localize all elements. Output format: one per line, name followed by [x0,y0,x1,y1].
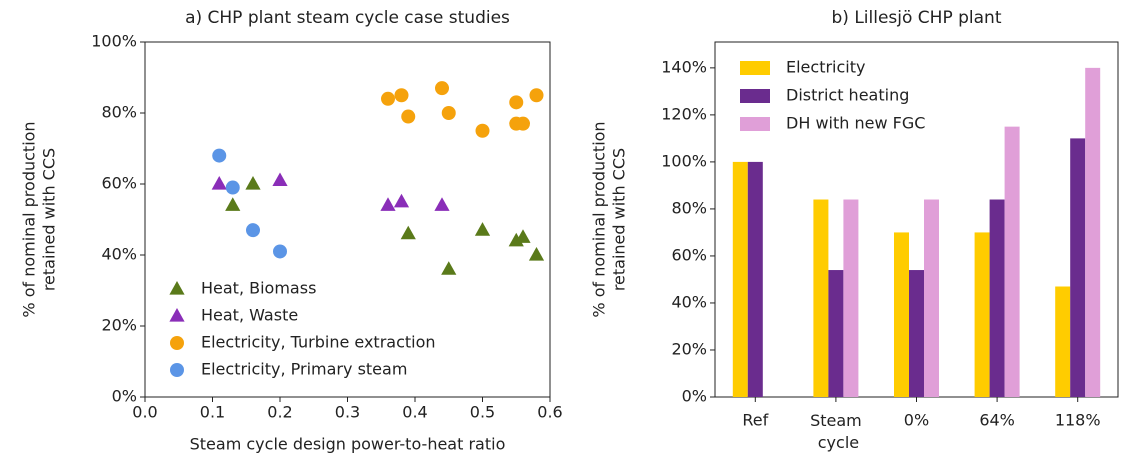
y-axis-label: retained with CCS [610,148,629,291]
x-tick-label: Ref [742,411,768,430]
x-tick-label: Steam cycle [810,411,862,452]
legend-marker [169,281,185,295]
point [394,88,409,103]
point [509,95,524,110]
legend-swatch [740,117,770,131]
point [245,176,261,190]
x-tick-label: 0.4 [402,403,427,422]
y-tick-label: 40% [671,292,707,311]
y-axis-label: retained with CCS [40,148,59,291]
bar [894,232,909,397]
x-tick-label: 0.6 [537,403,562,422]
y-tick-label: 20% [101,316,137,335]
point [393,193,410,208]
point [529,88,544,103]
chart-title: b) Lillesjö CHP plant [832,8,1002,28]
x-tick-label: 0.3 [335,403,360,422]
y-tick-label: 140% [661,57,707,76]
point [515,229,531,243]
x-tick-label: 64% [979,411,1015,430]
bar [974,232,990,397]
y-tick-label: 20% [671,339,707,358]
bar [1085,67,1101,397]
x-axis-label: Steam cycle design power-to-heat ratio [190,435,506,454]
y-axis-label: % of nominal production [20,121,39,317]
point [516,116,530,131]
y-tick-label: 40% [101,245,137,264]
y-tick-label: 120% [661,104,707,123]
bar [828,270,844,397]
point [441,261,457,275]
point [225,197,241,211]
y-tick-label: 0% [112,387,137,406]
point [400,225,416,240]
y-tick-label: 60% [671,245,707,264]
bar [747,161,763,397]
y-tick-label: 80% [671,198,707,217]
point [273,244,287,259]
point [435,81,449,96]
point [381,91,395,106]
bar [989,199,1005,397]
point [225,180,240,195]
bar [924,199,939,397]
point [246,223,260,238]
x-tick-label: 0% [904,411,929,430]
y-axis-label: % of nominal production [590,121,609,317]
legend-label: DH with new FGC [786,114,925,133]
point [380,197,396,211]
point [475,123,490,138]
bar [1004,126,1020,397]
x-tick-label: 0.2 [267,403,292,422]
legend-marker [170,363,184,377]
y-tick-label: 0% [682,387,707,406]
legend-label: Heat, Waste [201,306,298,325]
legend-label: Electricity, Primary steam [201,360,407,379]
y-tick-label: 100% [661,151,707,170]
legend-swatch [740,89,770,103]
y-tick-label: 80% [101,103,137,122]
legend-marker [170,336,184,350]
y-tick-label: 60% [101,174,137,193]
legend-marker [169,308,185,322]
point [401,109,416,124]
point [212,148,227,163]
legend-label: Electricity, Turbine extraction [201,333,436,352]
point [474,222,491,236]
y-tick-label: 100% [91,32,137,51]
point [508,232,524,247]
bar [1070,138,1086,397]
bar [813,199,829,397]
chart-title: a) CHP plant steam cycle case studies [185,8,510,28]
point [211,176,227,190]
bar [909,270,924,397]
x-tick-label: 0.5 [470,403,495,422]
legend-label: District heating [786,86,909,105]
legend-label: Electricity [786,58,865,77]
point [272,172,288,187]
point [528,247,545,261]
point [434,197,450,211]
x-tick-label: 0.0 [132,403,157,422]
x-tick-label: 0.1 [200,403,225,422]
bar [732,161,748,397]
point [441,106,456,120]
x-tick-label: 118% [1055,411,1101,430]
legend-swatch [740,61,770,75]
bar [1055,286,1071,397]
bar [843,199,859,397]
legend-label: Heat, Biomass [201,279,316,298]
